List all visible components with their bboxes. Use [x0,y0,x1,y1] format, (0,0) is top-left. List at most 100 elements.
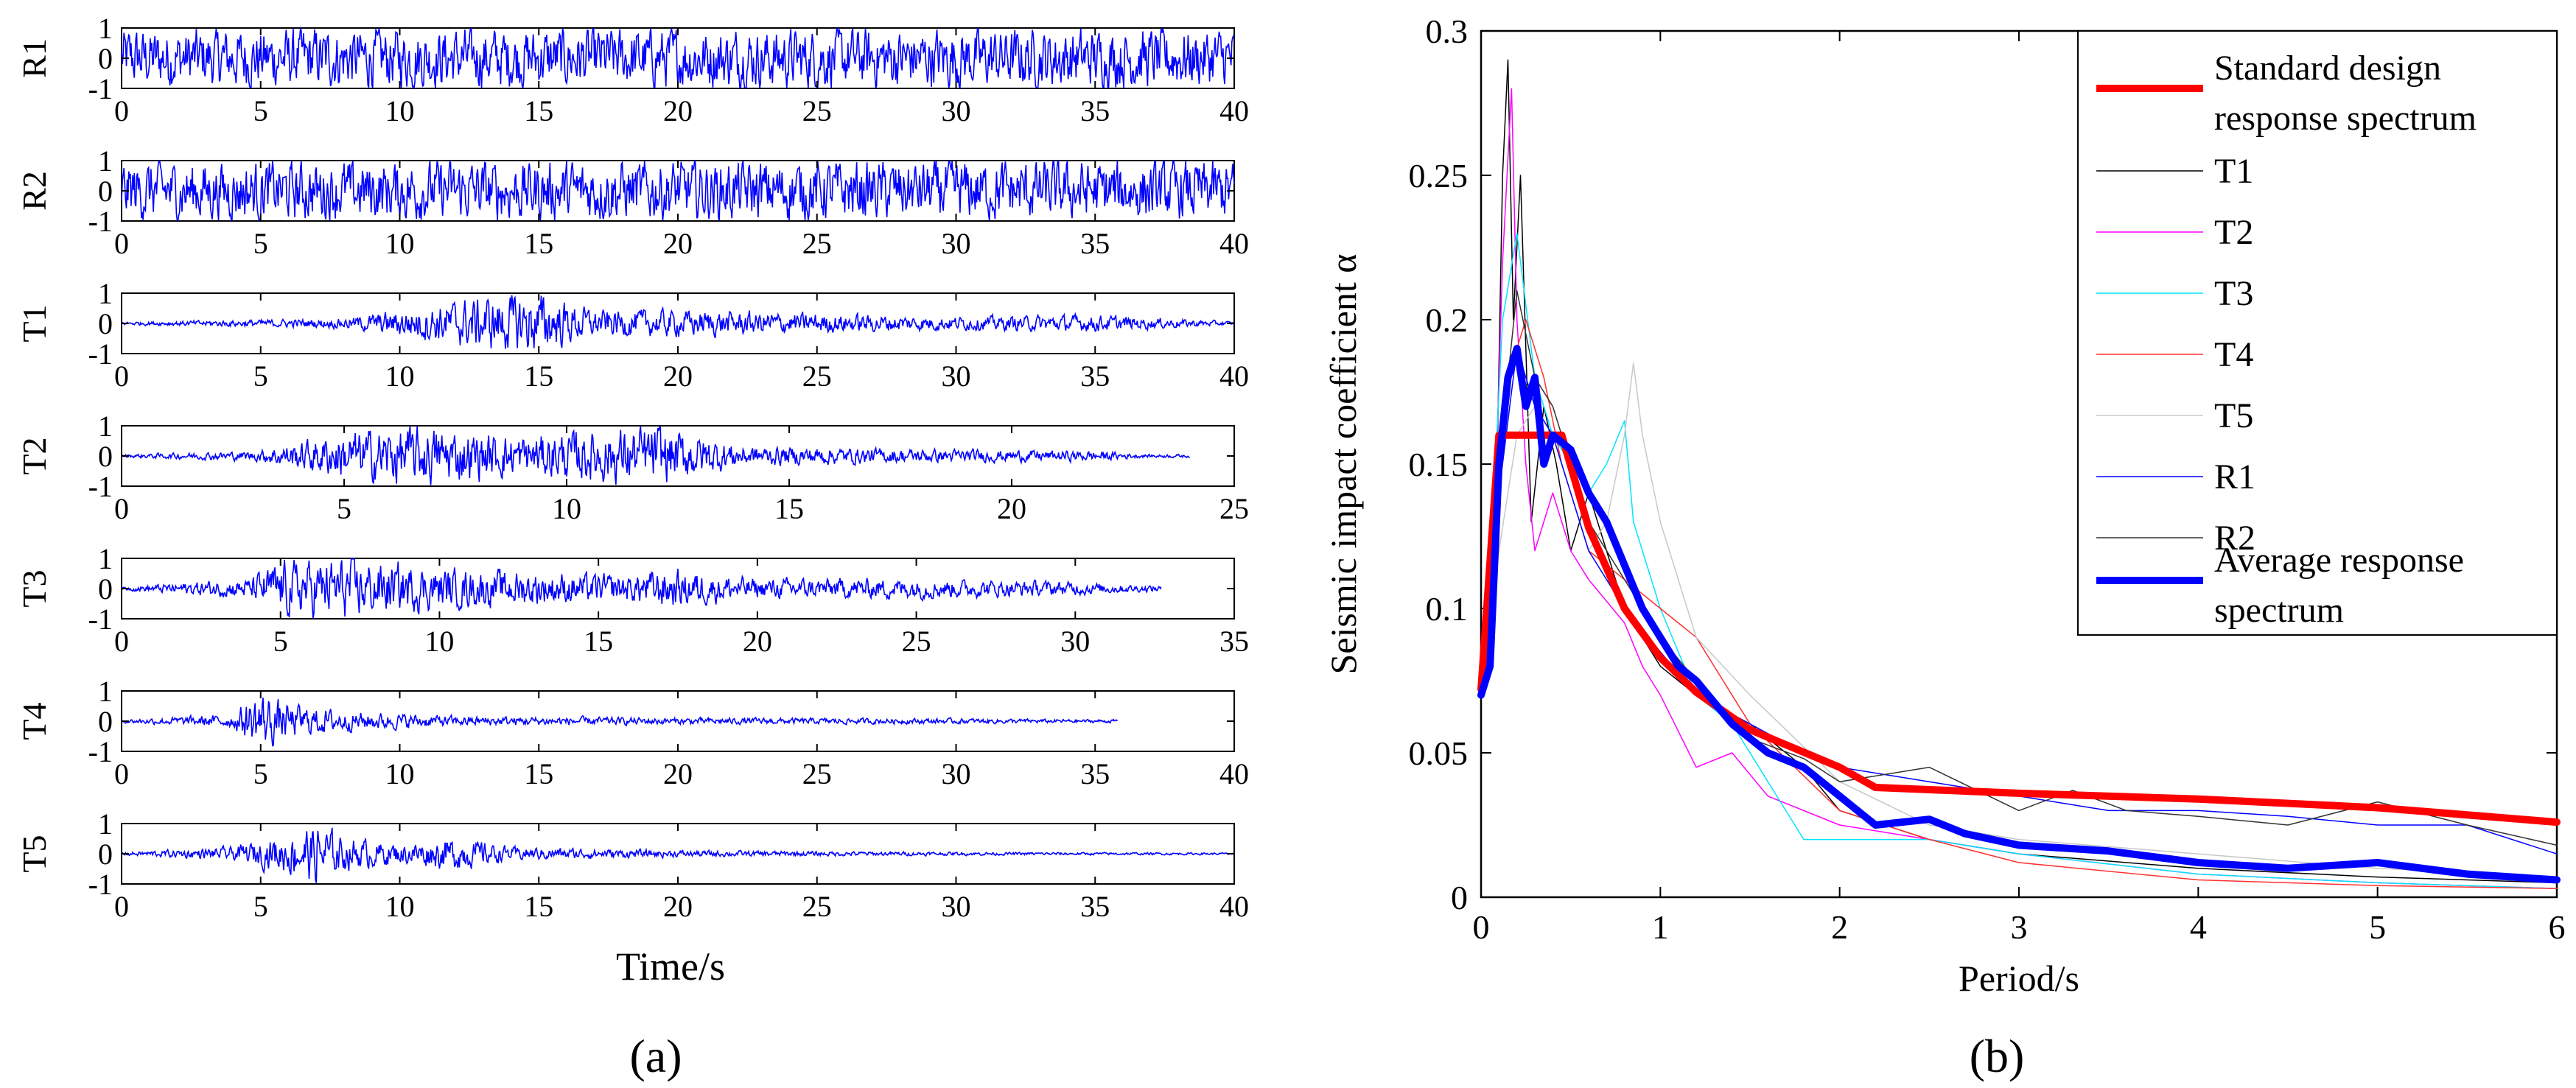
x-tick-label: 4 [2190,908,2207,946]
x-tick-label: 20 [663,227,693,260]
x-tick-label: 5 [253,757,268,790]
series-label-t4: T4 [15,702,53,740]
legend-item-t3: T3 [2096,274,2253,313]
x-tick-label: 20 [997,492,1026,525]
legend-label: Standard design [2214,49,2441,88]
y-axis-title: Seismic impact coefficient α [1323,254,1364,675]
x-tick-label: 25 [802,227,832,260]
x-tick-label: 15 [524,227,553,260]
x-tick-label: 0 [114,625,129,658]
series-label-t5: T5 [15,835,53,872]
x-tick-label: 15 [524,757,553,790]
series-label-t1: T1 [15,304,53,342]
y-tick-label: -1 [88,735,113,768]
x-tick-label: 40 [1219,757,1249,790]
y-tick-label: 1 [98,410,113,443]
x-tick-label: 40 [1219,359,1249,393]
x-tick-label: 10 [385,94,415,127]
x-tick-label: 5 [273,625,288,658]
legend-label: R2 [2214,519,2255,558]
x-tick-label: 0 [114,359,129,393]
y-tick-label: 0.2 [1426,301,1469,339]
signal-line-t5 [121,827,1235,883]
signal-line-r1 [121,26,1235,90]
x-tick-label: 10 [424,625,454,658]
legend-label: T2 [2214,213,2253,252]
x-tick-label: 40 [1219,94,1249,127]
x-tick-label: 0 [114,227,129,260]
x-tick-label: 25 [802,757,832,790]
legend-box [2077,30,2558,636]
x-axis-title: Period/s [1959,958,2079,999]
y-tick-label: 0 [98,42,113,75]
x-tick-label: 35 [1080,94,1110,127]
signal-line-t1 [121,295,1235,349]
y-tick-label: -1 [88,205,113,238]
y-tick-label: 1 [98,144,113,178]
y-tick-label: 0.1 [1426,590,1469,628]
series-label-t2: T2 [15,437,53,474]
legend-item-r1: R1 [2096,457,2255,496]
signal-line-t3 [121,558,1162,619]
y-tick-label: -1 [88,868,113,901]
x-tick-label: 25 [802,94,832,127]
x-tick-label: 25 [802,359,832,393]
legend-item-t4: T4 [2096,335,2253,374]
x-tick-label: 40 [1219,890,1249,923]
y-tick-label: 0 [98,440,113,473]
legend: Standard design response spectrum T1 T2 T3 T4… [2077,30,2558,636]
x-tick-label: 15 [524,890,553,923]
x-tick-label: 10 [385,359,415,393]
y-tick-label: -1 [88,72,113,105]
x-tick-label: 3 [2011,908,2028,946]
x-tick-label: 15 [524,94,553,127]
legend-label: R1 [2214,457,2255,496]
x-tick-label: 30 [942,890,971,923]
series-line-t4 [1480,319,2558,889]
x-tick-label: 20 [663,359,693,393]
x-tick-label: 0 [114,757,129,790]
x-tick-label: 10 [385,757,415,790]
y-tick-label: 1 [98,12,113,45]
legend-item-standard-design-response-spectrum: Standard design response spectrum [2096,49,2477,138]
x-tick-label: 35 [1080,227,1110,260]
series-label-r2: R2 [15,171,53,211]
y-tick-label: 1 [98,277,113,310]
series-line-average-response-spectrum [1477,345,2561,884]
legend-label: spectrum [2214,591,2344,630]
x-tick-label: 15 [524,359,553,393]
y-tick-label: 1 [98,542,113,575]
y-tick-label: 0 [98,307,113,340]
series-line-r2 [1480,290,2558,846]
signal-line-r2 [121,159,1235,222]
x-tick-label: 35 [1219,625,1249,658]
x-tick-label: 25 [802,890,832,923]
x-tick-label: 35 [1080,359,1110,393]
x-tick-label: 40 [1219,227,1249,260]
x-tick-label: 30 [1060,625,1090,658]
x-tick-label: 10 [385,890,415,923]
y-tick-label: 1 [98,675,113,708]
x-tick-label: 20 [663,94,693,127]
x-tick-label: 35 [1080,757,1110,790]
legend-label: response spectrum [2214,99,2477,138]
x-tick-label: 35 [1080,890,1110,923]
panel-b-response-spectra: 0 1 2 3 4 5 6 0 0.05 0.1 0.15 0.2 0.25 0.3 Period/s Sei… [1323,13,2566,999]
series-label-r1: R1 [15,38,53,78]
x-tick-label: 5 [337,492,351,525]
x-tick-label: 25 [1219,492,1249,525]
legend-label: T3 [2214,274,2253,313]
y-tick-label: -1 [88,337,113,371]
x-tick-label: 0 [114,94,129,127]
legend-label: T5 [2214,396,2253,435]
x-tick-label: 5 [253,227,268,260]
x-tick-label: 20 [663,890,693,923]
legend-item-t5: T5 [2096,396,2253,435]
x-tick-label: 2 [1831,908,1848,946]
